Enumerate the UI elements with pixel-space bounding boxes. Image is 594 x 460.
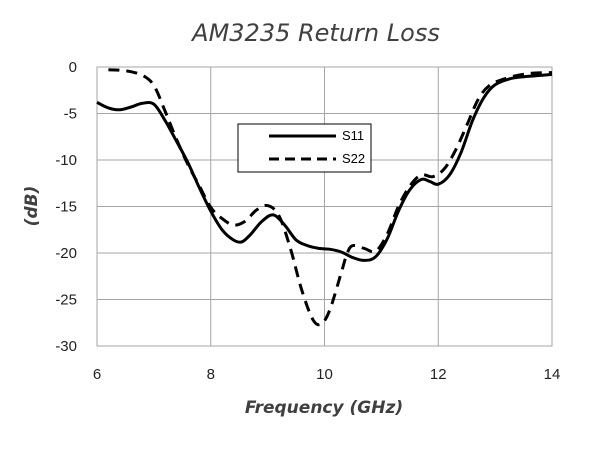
y-tick-label: -20 <box>55 245 77 262</box>
y-axis-label: (dB) <box>22 186 42 227</box>
x-tick-label: 12 <box>430 366 447 383</box>
y-tick-label: 0 <box>69 59 77 76</box>
y-axis-ticks: 0 -5 -10 -15 -20 -25 -30 <box>55 59 77 355</box>
series-line-s22 <box>108 68 553 327</box>
x-tick-label: 8 <box>207 366 215 383</box>
y-tick-label: -5 <box>64 106 77 123</box>
y-tick-label: -10 <box>55 152 77 169</box>
chart-title: AM3235 Return Loss <box>190 19 440 47</box>
x-axis-ticks: 6 8 10 12 14 <box>93 366 561 383</box>
x-tick-label: 6 <box>93 366 101 383</box>
x-tick-label: 10 <box>316 366 333 383</box>
legend: S11 S22 <box>237 123 372 173</box>
legend-label-s11: S11 <box>342 128 364 143</box>
series-layer <box>96 68 553 327</box>
x-axis-label: Frequency (GHz) <box>245 398 403 418</box>
legend-label-s22: S22 <box>342 151 365 166</box>
y-tick-label: -15 <box>55 199 77 216</box>
series-line-s11 <box>96 72 553 262</box>
legend-box <box>237 123 372 173</box>
y-tick-label: -30 <box>55 338 77 355</box>
x-tick-label: 14 <box>544 366 561 383</box>
y-tick-label: -25 <box>55 292 77 309</box>
plot-frame <box>96 66 553 347</box>
